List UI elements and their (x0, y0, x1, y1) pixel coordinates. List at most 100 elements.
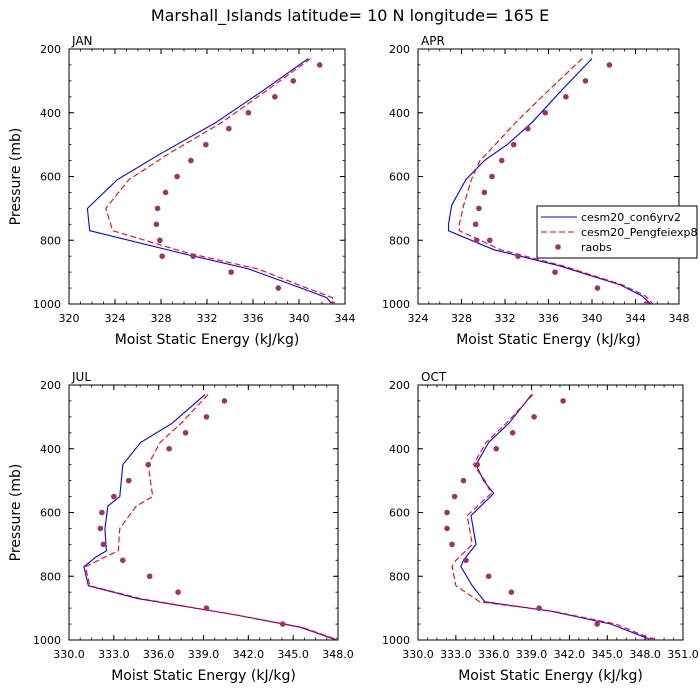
raobs-point (536, 605, 542, 611)
raobs-point (174, 173, 180, 180)
cesm20_Pengfeiexp8-line (105, 58, 336, 304)
raobs-point (290, 78, 297, 84)
x-tick-label: 324 (105, 312, 126, 325)
x-tick-label: 324 (408, 312, 429, 325)
raobs-point (444, 525, 450, 532)
raobs-point (473, 237, 480, 244)
x-tick-label: 332 (197, 312, 218, 325)
y-axis-label: Pressure (mb) (8, 464, 24, 562)
x-tick-label: 340 (582, 312, 603, 325)
raobs-point (125, 477, 132, 484)
raobs-point (460, 477, 467, 484)
x-tick-label: 330.0 (402, 648, 434, 661)
raobs-point (120, 557, 126, 564)
panel-label: APR (421, 34, 445, 48)
y-tick-label: 1000 (382, 634, 410, 647)
raobs-point (560, 398, 566, 404)
x-axis-label: Moist Static Energy (kJ/kg) (458, 668, 643, 684)
x-axis-label: Moist Static Energy (kJ/kg) (115, 332, 300, 348)
x-tick-label: 344 (335, 312, 356, 325)
raobs-point (509, 430, 516, 436)
x-tick-label: 336 (538, 312, 559, 325)
y-tick-label: 200 (40, 379, 61, 392)
x-tick-label: 339.0 (188, 648, 220, 661)
x-tick-label: 345.0 (592, 648, 624, 661)
x-tick-label: 339.0 (516, 648, 548, 661)
x-axis-label: Moist Static Energy (kJ/kg) (456, 332, 641, 348)
y-tick-label: 800 (40, 234, 61, 247)
x-tick-label: 336 (243, 312, 264, 325)
raobs-point (316, 62, 323, 68)
raobs-point (510, 141, 517, 148)
x-tick-label: 345.0 (277, 648, 309, 661)
raobs-point (472, 221, 479, 228)
raobs-point (228, 269, 234, 275)
legend-marker (555, 244, 561, 250)
series-group (83, 394, 338, 640)
y-tick-label: 600 (40, 171, 61, 184)
y-tick-label: 1000 (33, 634, 61, 647)
raobs-point (563, 94, 569, 100)
y-tick-label: 600 (389, 171, 410, 184)
y-tick-label: 200 (40, 43, 61, 56)
raobs-point (594, 285, 601, 291)
raobs-point (111, 493, 117, 500)
cesm20_con6yrv2-line (460, 394, 652, 640)
legend-label: cesm20_Pengfeiexp8 (581, 226, 697, 239)
raobs-point (335, 637, 338, 640)
raobs-point (474, 461, 481, 468)
raobs-point (451, 493, 458, 500)
x-tick-label: 348.0 (322, 648, 354, 661)
panel-jan: JAN 320 324 328 332 336 340 344 200 400 600 800 1000… (8, 34, 356, 348)
raobs-point (159, 253, 165, 259)
panel-apr: APR 324 328 332 336 340 344 348 200 400 600 800 1000… (382, 34, 690, 348)
raobs-point (486, 237, 493, 244)
raobs-point (498, 157, 505, 164)
y-tick-label: 400 (40, 443, 61, 456)
raobs-point (552, 269, 558, 275)
panel-label: JAN (71, 34, 93, 48)
x-tick-label: 330.0 (53, 648, 85, 661)
y-tick-label: 600 (389, 507, 410, 520)
cesm20_con6yrv2-line (86, 58, 333, 304)
raobs-point (493, 445, 500, 452)
raobs-point (226, 125, 232, 132)
plot-frame (417, 384, 684, 641)
figure-title: Marshall_Islands latitude= 10 N longitud… (151, 6, 549, 26)
raobs-point (329, 301, 336, 304)
y-axis-label: Pressure (mb) (8, 128, 24, 226)
raobs-point (542, 109, 549, 116)
raobs-point (203, 605, 210, 611)
y-tick-label: 1000 (382, 298, 410, 311)
raobs-point (485, 573, 492, 580)
raobs-point (463, 557, 469, 564)
series-group (447, 58, 654, 304)
raobs-point (272, 94, 278, 100)
raobs-point (188, 157, 194, 164)
raobs-point (153, 221, 160, 228)
raobs-point (146, 573, 153, 580)
x-tick-label: 328 (451, 312, 472, 325)
raobs-point (166, 445, 172, 452)
raobs-point (279, 621, 286, 627)
legend-label: raobs (581, 241, 612, 254)
x-tick-label: 332 (495, 312, 516, 325)
x-tick-label: 333.0 (98, 648, 130, 661)
series-group (86, 58, 336, 304)
x-tick-label: 344 (625, 312, 646, 325)
x-tick-label: 342.0 (233, 648, 265, 661)
panel-label: JUL (71, 370, 91, 384)
cesm20_Pengfeiexp8-line (458, 58, 654, 304)
raobs-point (97, 525, 104, 532)
raobs-point (275, 285, 282, 291)
x-tick-label: 340 (289, 312, 310, 325)
raobs-point (245, 109, 252, 116)
raobs-point (449, 541, 455, 548)
y-tick-label: 800 (389, 570, 410, 583)
x-tick-label: 320 (59, 312, 80, 325)
cesm20_Pengfeiexp8-line (451, 394, 655, 640)
x-tick-label: 328 (151, 312, 172, 325)
raobs-point (154, 205, 161, 212)
plot-frame (68, 48, 346, 305)
